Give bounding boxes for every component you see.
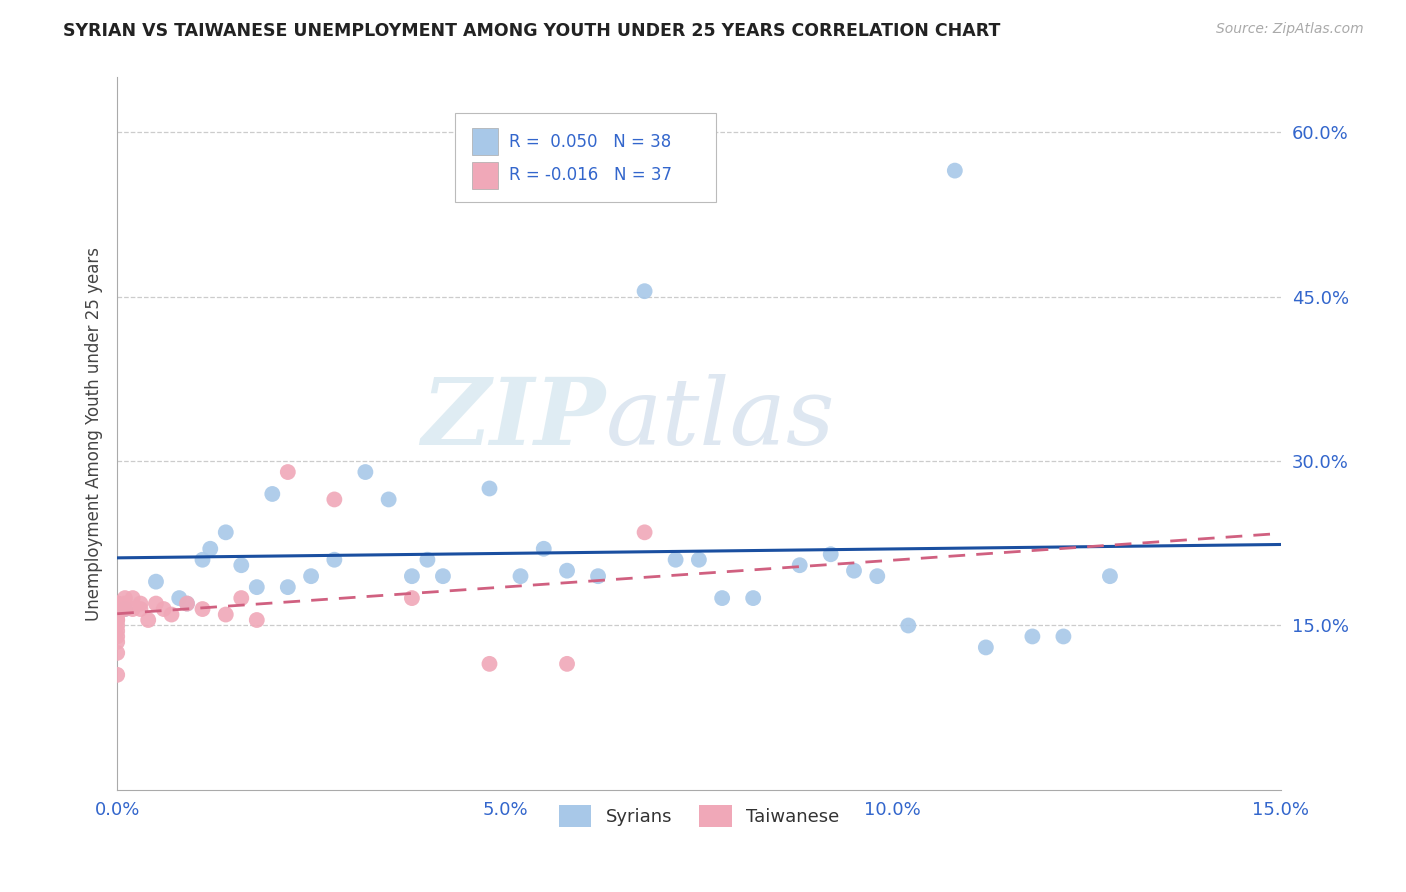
Point [555,657,578,671]
Point [105,607,128,622]
Point [633,284,655,298]
Point [114,602,136,616]
Point [401,569,423,583]
Point [277,465,299,479]
Point [246,613,269,627]
Point [633,525,655,540]
Point [152,602,174,616]
Point [105,646,128,660]
Point [231,591,253,606]
Text: R = -0.016   N = 37: R = -0.016 N = 37 [509,166,672,184]
Point [246,580,269,594]
Point [323,492,346,507]
Point [478,482,501,496]
Point [215,525,238,540]
Point [105,597,128,611]
Point [129,597,152,611]
Point [121,602,143,616]
Point [191,553,214,567]
Point [897,618,920,632]
Point [145,597,167,611]
Point [1098,569,1121,583]
Point [114,591,136,606]
Point [262,487,284,501]
Point [742,591,765,606]
Point [354,465,377,479]
Point [842,564,865,578]
Point [711,591,734,606]
FancyBboxPatch shape [472,161,498,188]
FancyBboxPatch shape [454,113,716,202]
Point [105,602,128,616]
Point [105,630,128,644]
Point [688,553,710,567]
Point [105,602,128,616]
Point [416,553,439,567]
Point [299,569,322,583]
Point [1052,630,1074,644]
Point [1021,630,1043,644]
Point [586,569,609,583]
Point [121,591,143,606]
Point [105,668,128,682]
Point [432,569,454,583]
Point [167,591,190,606]
Point [820,547,842,561]
Point [129,602,152,616]
Point [974,640,997,655]
Point [105,597,128,611]
Point [105,618,128,632]
Point [136,613,159,627]
Point [943,163,966,178]
Point [176,597,198,611]
Point [105,597,128,611]
Point [866,569,889,583]
Point [160,607,183,622]
Point [789,558,811,573]
Point [105,613,128,627]
Text: SYRIAN VS TAIWANESE UNEMPLOYMENT AMONG YOUTH UNDER 25 YEARS CORRELATION CHART: SYRIAN VS TAIWANESE UNEMPLOYMENT AMONG Y… [63,22,1001,40]
Point [145,574,167,589]
Point [555,564,578,578]
Point [114,597,136,611]
Point [105,635,128,649]
Point [665,553,688,567]
Y-axis label: Unemployment Among Youth under 25 years: Unemployment Among Youth under 25 years [86,247,103,621]
Point [105,607,128,622]
Point [377,492,399,507]
Point [509,569,531,583]
Text: Source: ZipAtlas.com: Source: ZipAtlas.com [1216,22,1364,37]
Text: atlas: atlas [606,375,835,465]
Point [215,607,238,622]
Point [478,657,501,671]
Point [231,558,253,573]
Text: ZIP: ZIP [422,375,606,465]
Point [533,541,555,556]
Point [323,553,346,567]
Point [105,613,128,627]
Point [401,591,423,606]
Point [176,597,198,611]
Legend: Syrians, Taiwanese: Syrians, Taiwanese [551,797,846,834]
Point [105,624,128,638]
FancyBboxPatch shape [472,128,498,155]
Text: R =  0.050   N = 38: R = 0.050 N = 38 [509,133,672,151]
Point [191,602,214,616]
Point [277,580,299,594]
Point [200,541,222,556]
Point [114,602,136,616]
